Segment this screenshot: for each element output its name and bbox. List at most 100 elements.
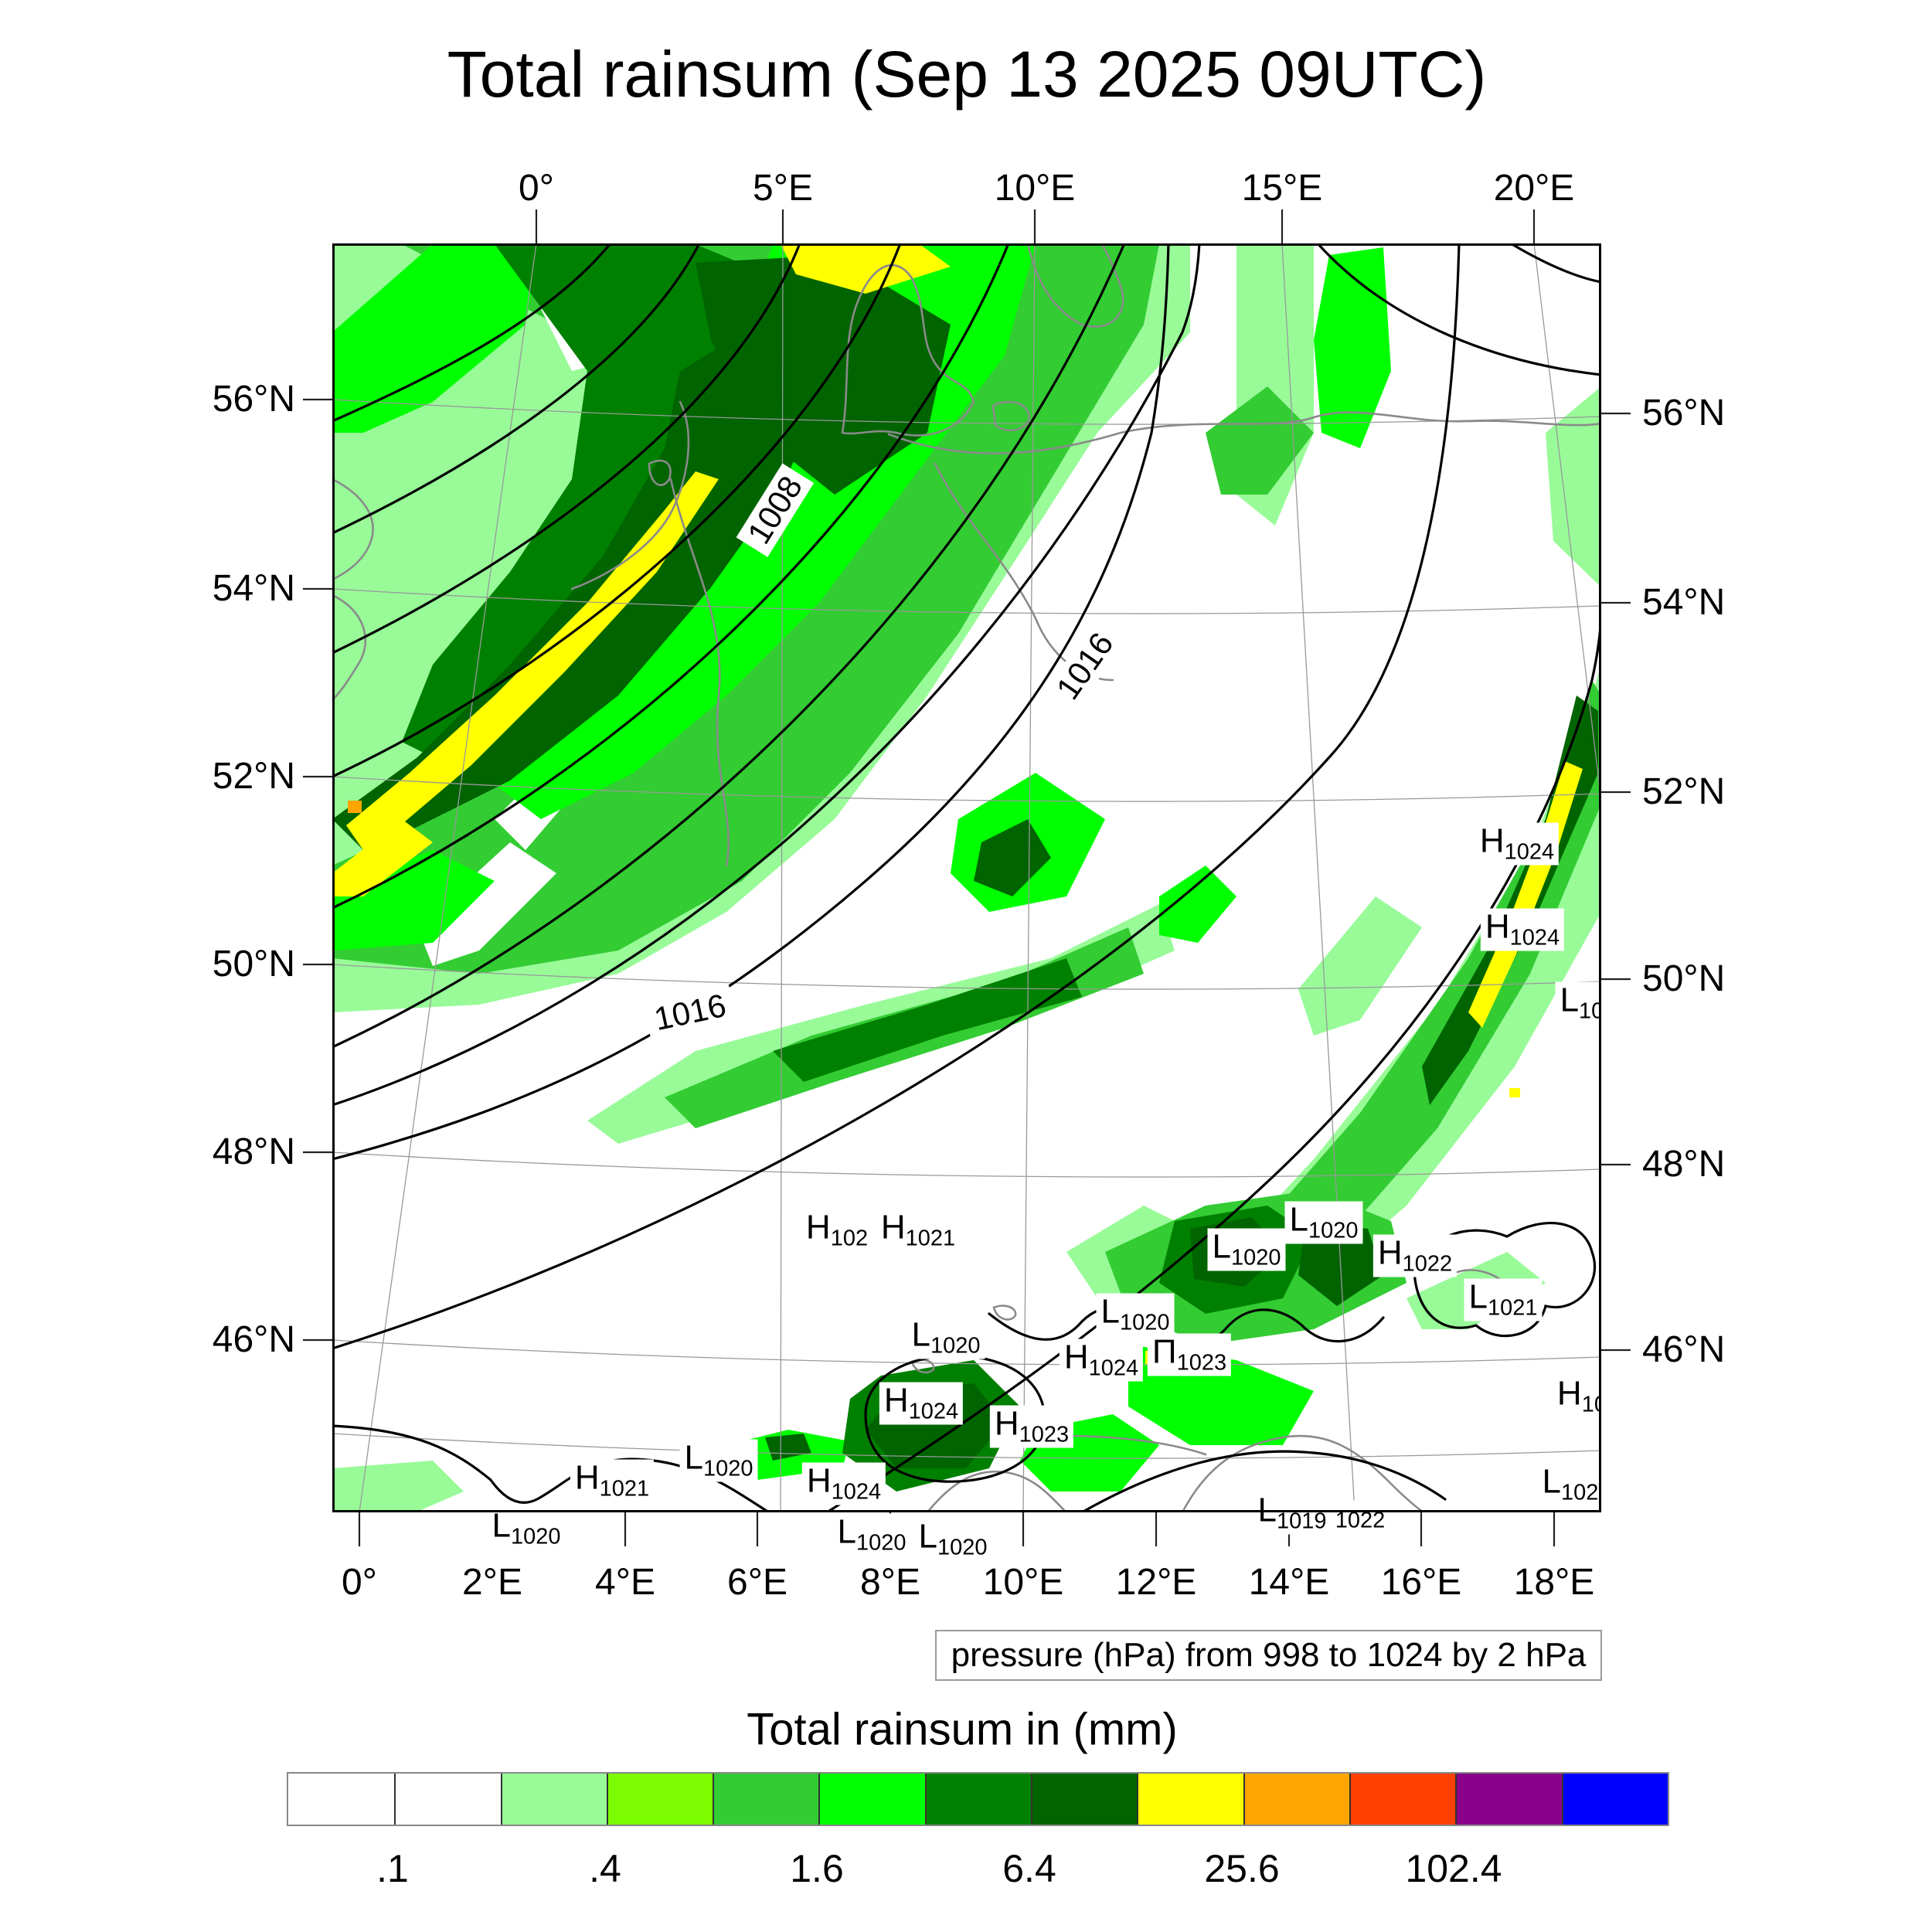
pressure-center-letter: H (1556, 1374, 1582, 1413)
pressure-center-letter: Π (1151, 1332, 1177, 1371)
bottom-longitude-label: 10°E (982, 1562, 1064, 1603)
pressure-center-value: 1024 (831, 1479, 882, 1505)
isobar-contour (1413, 1221, 1597, 1338)
pressure-center-value: 1022 (1402, 1251, 1453, 1277)
pressure-center-value: 1020 (1230, 1245, 1281, 1270)
pressure-center-value: 1024 (908, 1399, 959, 1424)
pressure-center-letter: L (837, 1512, 856, 1551)
colorbar-cell (394, 1774, 501, 1825)
isobar-contour (332, 243, 1201, 1107)
bottom-longitude-label: 2°E (462, 1562, 522, 1603)
top-longitude-label: 20°E (1493, 168, 1575, 209)
pressure-center-label: L1020 (1537, 1463, 1601, 1506)
pressure-center-label: H102 (1552, 1374, 1601, 1418)
graticule-parallel (332, 1339, 1601, 1366)
coastline (1181, 1434, 1425, 1512)
graticule-meridian (1533, 243, 1601, 805)
left-latitude-label: 48°N (212, 1131, 295, 1172)
pressure-center-label: H1024 (801, 1461, 886, 1505)
isobar-contour (332, 243, 902, 778)
pressure-center-letter: L (492, 1506, 511, 1545)
pressure-center-value: 1020 (702, 1456, 753, 1481)
pressure-center-value: 1020 (1560, 1480, 1601, 1505)
left-latitude-label: 56°N (212, 379, 295, 420)
graticule-parallel (332, 399, 1601, 425)
bottom-longitude-label: 0° (342, 1562, 377, 1603)
top-longitude-label: 10°E (994, 168, 1076, 209)
pressure-center-value: 1024 (1088, 1355, 1139, 1381)
bottom-longitude-label: 18°E (1513, 1562, 1595, 1603)
bottom-longitude-label: 6°E (727, 1562, 787, 1603)
right-latitude-label: 56°N (1642, 393, 1726, 434)
coastline (992, 1304, 1017, 1321)
pressure-center-value: 1021 (1487, 1295, 1538, 1321)
pressure-center-label: L1020 (1284, 1200, 1363, 1244)
bottom-longitude-label: 8°E (860, 1562, 920, 1603)
pressure-center-letter: H (805, 1208, 831, 1247)
pressure-center-label: H1023 (989, 1404, 1074, 1448)
pressure-center-letter: H (880, 1208, 906, 1247)
rain-patch (1298, 896, 1422, 1036)
page-title: Total rainsum (Sep 13 2025 09UTC) (447, 38, 1487, 111)
colorbar (287, 1772, 1669, 1826)
map-frame-border (332, 243, 1601, 1512)
coastline (669, 478, 730, 867)
pressure-center-label: L1020 (679, 1439, 758, 1482)
coastline (570, 400, 690, 590)
colorbar-cell (288, 1774, 395, 1825)
map-label-layer: 100810161016H1024H1024L102L1020H1022L102… (332, 243, 1601, 1574)
pressure-center-value: 1024 (1504, 839, 1555, 865)
pressure-center-letter: H (994, 1404, 1019, 1443)
coastline (841, 264, 975, 437)
graticule-meridian (359, 243, 537, 1512)
pressure-center-label: H1024 (1475, 821, 1560, 866)
pressure-center-value: 1021 (905, 1226, 956, 1251)
pressure-center-value: 1022 (1335, 1508, 1386, 1533)
pressure-center-value: 102 (1579, 998, 1601, 1024)
rain-patch (417, 842, 556, 966)
pressure-center-letter: H (806, 1461, 832, 1500)
colorbar-cell (713, 1774, 819, 1825)
rain-patch (1546, 386, 1601, 587)
rain-patch (1509, 1088, 1520, 1097)
pressure-center-label: 1022 (1330, 1500, 1390, 1534)
pressure-center-letter: H (1479, 821, 1505, 860)
isobar-contour (1316, 243, 1601, 376)
pressure-center-value: 102 (1581, 1392, 1601, 1417)
isobar-contour (332, 243, 801, 655)
pressure-center-label: H1024 (879, 1382, 964, 1425)
colorbar-cell (1349, 1774, 1456, 1825)
pressure-center-value: 1021 (599, 1476, 650, 1502)
colorbar-cell (606, 1774, 713, 1825)
pressure-center-label: L1020 (1096, 1293, 1175, 1336)
pressure-center-letter: L (918, 1517, 937, 1556)
rain-patch (332, 244, 541, 433)
coastline (992, 400, 1031, 432)
bottom-longitude-label: 12°E (1115, 1562, 1197, 1603)
top-longitude-label: 5°E (753, 168, 813, 209)
pressure-caption-text: pressure (hPa) from 998 to 1024 by 2 hPa (951, 1636, 1587, 1674)
pressure-center-letter: L (1212, 1227, 1231, 1266)
pressure-center-value: 1023 (1176, 1350, 1227, 1376)
pressure-center-letter: L (1468, 1277, 1488, 1316)
colorbar-cell (1031, 1774, 1138, 1825)
pressure-center-label: H1024 (1059, 1338, 1144, 1382)
pressure-center-letter: L (1289, 1200, 1308, 1239)
colorbar-tick-label: 25.6 (1204, 1847, 1280, 1890)
colorbar-cell (500, 1774, 607, 1825)
coastline (648, 459, 672, 486)
pressure-center-value: 1020 (1308, 1218, 1359, 1243)
rain-patch (781, 244, 951, 294)
pressure-center-label: H1021 (570, 1459, 655, 1502)
graticule-parallel (332, 588, 1601, 614)
right-latitude-label: 48°N (1642, 1144, 1726, 1185)
pressure-center-letter: L (911, 1315, 930, 1354)
isobar-contour (332, 243, 1170, 1161)
left-latitude-label: 50°N (212, 944, 295, 985)
colorbar-cell (924, 1774, 1032, 1825)
colorbar-cell (1455, 1774, 1562, 1825)
colorbar-tick-label: 6.4 (1002, 1847, 1056, 1890)
top-longitude-label: 15°E (1241, 168, 1323, 209)
left-latitude-label: 52°N (212, 756, 295, 797)
